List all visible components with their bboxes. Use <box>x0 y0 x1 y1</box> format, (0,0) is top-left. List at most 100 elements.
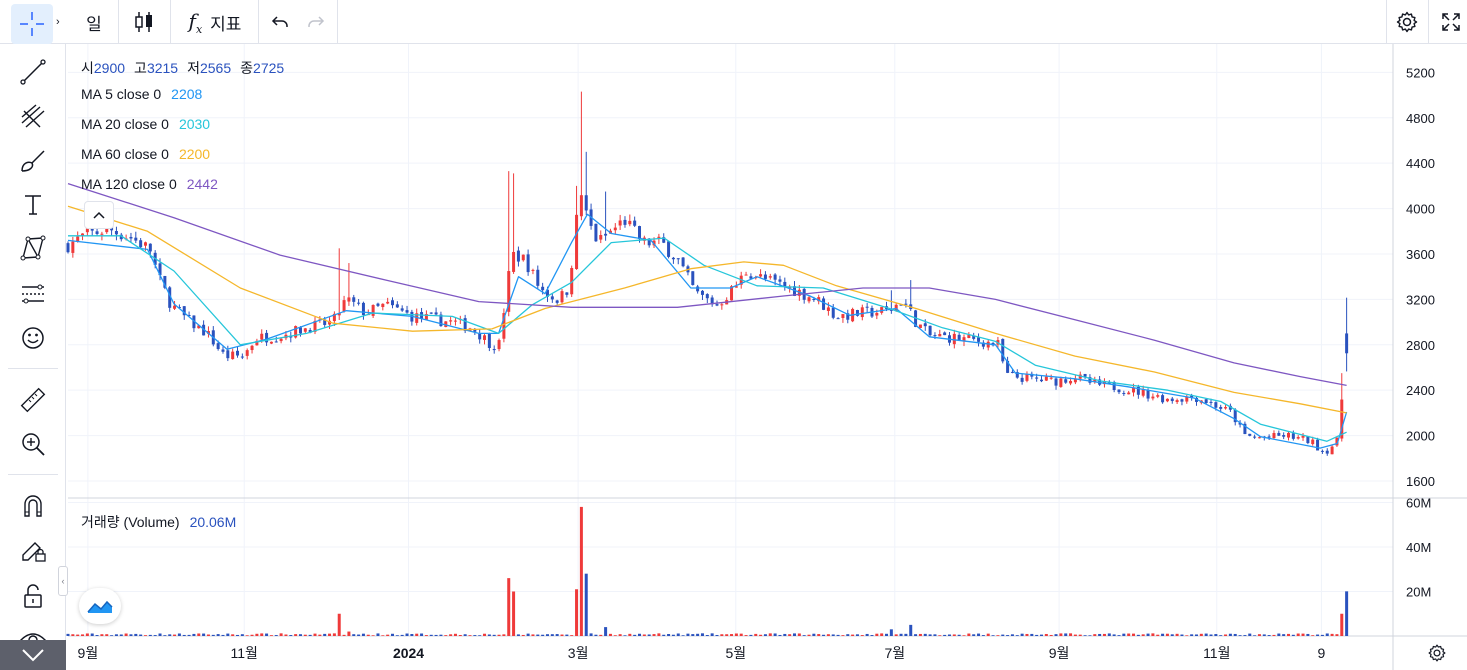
volume-bar <box>599 634 603 636</box>
time-tick-label: 11월 <box>1203 645 1230 661</box>
measure-tool-button[interactable] <box>12 380 54 420</box>
brush-tool-button[interactable] <box>12 140 54 180</box>
volume-bar <box>1102 633 1106 636</box>
ohlc-value: 3215 <box>146 60 179 76</box>
volume-legend[interactable]: 거래량 (Volume) 20.06M <box>81 512 236 532</box>
candle-body <box>371 305 375 316</box>
volume-bar <box>245 635 249 636</box>
candle-body <box>550 296 554 300</box>
candle-body <box>962 337 966 342</box>
ma60-legend[interactable]: MA 60 close 0 2200 <box>81 146 210 162</box>
volume-bar <box>633 634 637 636</box>
volume-bar <box>1238 635 1242 636</box>
volume-bar <box>497 634 501 636</box>
ma120-legend[interactable]: MA 120 close 0 2442 <box>81 176 218 192</box>
trend-line-tool-button[interactable] <box>12 52 54 92</box>
volume-bar <box>1257 634 1261 636</box>
candle-body <box>163 275 167 288</box>
candle-body <box>1035 377 1039 379</box>
volume-bar <box>289 635 293 636</box>
legend-collapse-button[interactable] <box>84 201 114 229</box>
emoji-tool-button[interactable] <box>12 318 54 358</box>
candle-body <box>822 298 826 310</box>
ma20-legend[interactable]: MA 20 close 0 2030 <box>81 116 210 132</box>
candle-body <box>313 320 317 332</box>
candle-body <box>502 313 506 339</box>
candle-body <box>613 227 617 231</box>
volume-bar <box>1325 633 1329 636</box>
volume-bar <box>124 633 128 636</box>
volume-bar <box>110 635 114 636</box>
candle-body <box>337 313 341 316</box>
candle-body <box>390 300 395 306</box>
fib-tool-button[interactable] <box>12 96 54 136</box>
candle-body <box>439 314 443 327</box>
chevron-right-icon[interactable]: › <box>56 16 60 28</box>
candle-body <box>1073 379 1077 383</box>
volume-bar <box>478 635 482 636</box>
volume-bar <box>1185 635 1189 636</box>
candle-body <box>347 297 351 302</box>
settings-button[interactable] <box>1390 4 1424 40</box>
candle-body <box>826 307 830 311</box>
candle-body <box>492 349 496 351</box>
candle-body <box>1282 435 1286 437</box>
candle-body <box>1267 436 1271 438</box>
candle-body <box>216 343 220 349</box>
ohlc-value: 2565 <box>199 60 232 76</box>
volume-bar <box>449 634 453 636</box>
volume-bar <box>197 633 201 636</box>
unlock-button[interactable] <box>12 576 54 616</box>
volume-bar <box>206 634 210 636</box>
candle-body <box>783 281 787 287</box>
undo-button[interactable] <box>264 4 296 40</box>
candle-body <box>705 294 709 299</box>
candle-body <box>1228 405 1232 410</box>
volume-bar <box>76 634 80 636</box>
ma5-legend[interactable]: MA 5 close 0 2208 <box>81 86 202 102</box>
candle-body <box>361 302 365 315</box>
axis-settings-button[interactable] <box>1422 640 1452 666</box>
crosshair-tool-button[interactable] <box>11 4 53 44</box>
volume-bar <box>168 634 172 636</box>
candle-body <box>604 233 608 236</box>
interval-button[interactable]: 일 <box>74 4 114 40</box>
volume-bar <box>1180 634 1184 636</box>
tradingview-logo[interactable] <box>79 588 121 624</box>
candle-body <box>880 307 884 313</box>
zoom-tool-button[interactable] <box>12 424 54 464</box>
chart-type-button[interactable] <box>122 4 166 40</box>
volume-bar <box>342 634 346 636</box>
volume-bar <box>1035 634 1039 636</box>
collapse-side-tab[interactable]: ‹ <box>58 566 68 596</box>
fullscreen-button[interactable] <box>1436 4 1466 40</box>
candle-body <box>66 243 70 253</box>
volume-bar <box>584 573 588 636</box>
volume-bar <box>429 634 433 636</box>
volume-value: 20.06M <box>189 514 237 530</box>
forecast-tool-button[interactable] <box>12 274 54 314</box>
candle-body <box>638 226 642 240</box>
volume-bar <box>1146 633 1150 636</box>
lock-drawing-button[interactable] <box>12 530 54 570</box>
redo-button[interactable] <box>300 4 332 40</box>
ma-value: 2442 <box>186 176 218 192</box>
candle-body <box>541 286 545 291</box>
volume-bar <box>947 634 951 636</box>
candle-body <box>1320 450 1324 452</box>
volume-bar <box>885 633 889 636</box>
volume-bar <box>1059 633 1063 636</box>
volume-bar <box>613 635 617 636</box>
volume-bar <box>1073 634 1077 636</box>
more-tools-button[interactable] <box>0 640 66 670</box>
forecast-icon <box>22 284 44 304</box>
pattern-tool-button[interactable] <box>12 228 54 268</box>
volume-bar <box>909 624 913 636</box>
magnet-tool-button[interactable] <box>12 486 54 526</box>
volume-bar <box>405 633 409 636</box>
text-tool-button[interactable] <box>12 184 54 224</box>
indicators-button[interactable]: fx 지표 <box>176 4 254 40</box>
volume-bar <box>313 633 317 636</box>
time-tick-label: 9 <box>1318 645 1326 661</box>
